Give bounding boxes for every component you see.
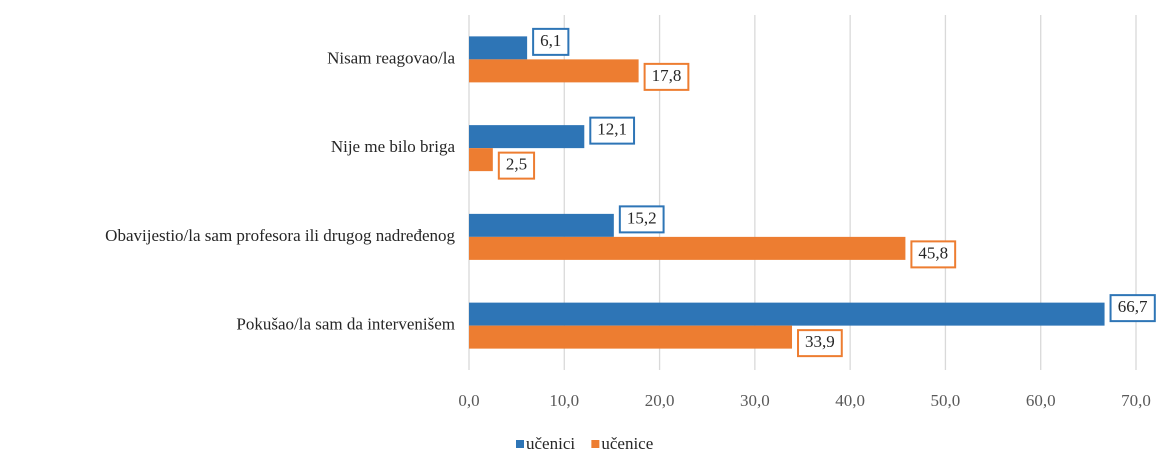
data-label-box — [643, 62, 690, 91]
data-label-box — [497, 151, 536, 180]
bar — [469, 213, 614, 237]
data-label: 33,9 — [797, 329, 843, 358]
x-tick-label: 50,0 — [931, 391, 961, 410]
data-label-box — [532, 27, 570, 56]
legend-swatch — [591, 440, 600, 448]
x-tick-label: 0,0 — [458, 391, 479, 410]
data-label-box — [1109, 294, 1156, 323]
data-label-text: 15,2 — [627, 208, 657, 227]
data-label-text: 66,7 — [1118, 297, 1148, 316]
y-tick-label: Obavijestio/la sam profesora ili drugog … — [105, 226, 455, 245]
data-label: 6,1 — [532, 27, 570, 56]
legend-swatch — [516, 440, 524, 448]
data-label: 15,2 — [618, 205, 665, 234]
data-label: 2,5 — [497, 151, 536, 180]
data-label: 12,1 — [589, 116, 636, 145]
data-label: 66,7 — [1109, 294, 1156, 323]
x-tick-label: 10,0 — [549, 391, 579, 410]
bar — [469, 59, 639, 83]
data-label-text: 17,8 — [652, 66, 682, 85]
x-tick-label: 30,0 — [740, 391, 770, 410]
bar — [469, 325, 793, 349]
data-label-box — [618, 205, 665, 234]
data-label-box — [910, 240, 957, 269]
data-label-text: 6,1 — [540, 31, 561, 50]
x-tick-label: 40,0 — [835, 391, 865, 410]
y-tick-label: Nisam reagovao/la — [327, 48, 455, 67]
data-label-text: 2,5 — [506, 155, 527, 174]
x-tick-label: 20,0 — [645, 391, 675, 410]
legend-label: učenici — [526, 434, 575, 453]
bar — [469, 148, 493, 172]
data-label-text: 45,8 — [918, 243, 948, 262]
data-label-text: 12,1 — [597, 120, 627, 139]
data-label-box — [797, 329, 843, 358]
bar — [469, 36, 528, 60]
y-tick-label: Nije me bilo briga — [331, 137, 456, 156]
data-label-box — [589, 116, 636, 145]
bar — [469, 302, 1105, 326]
data-label: 45,8 — [910, 240, 957, 269]
legend-label: učenice — [601, 434, 653, 453]
data-label: 17,8 — [643, 62, 690, 91]
y-tick-label: Pokušao/la sam da intervenišem — [236, 315, 455, 334]
data-label-text: 33,9 — [805, 332, 835, 351]
bar — [469, 125, 585, 149]
x-tick-label: 60,0 — [1026, 391, 1056, 410]
x-tick-label: 70,0 — [1121, 391, 1151, 410]
bar — [469, 236, 906, 260]
